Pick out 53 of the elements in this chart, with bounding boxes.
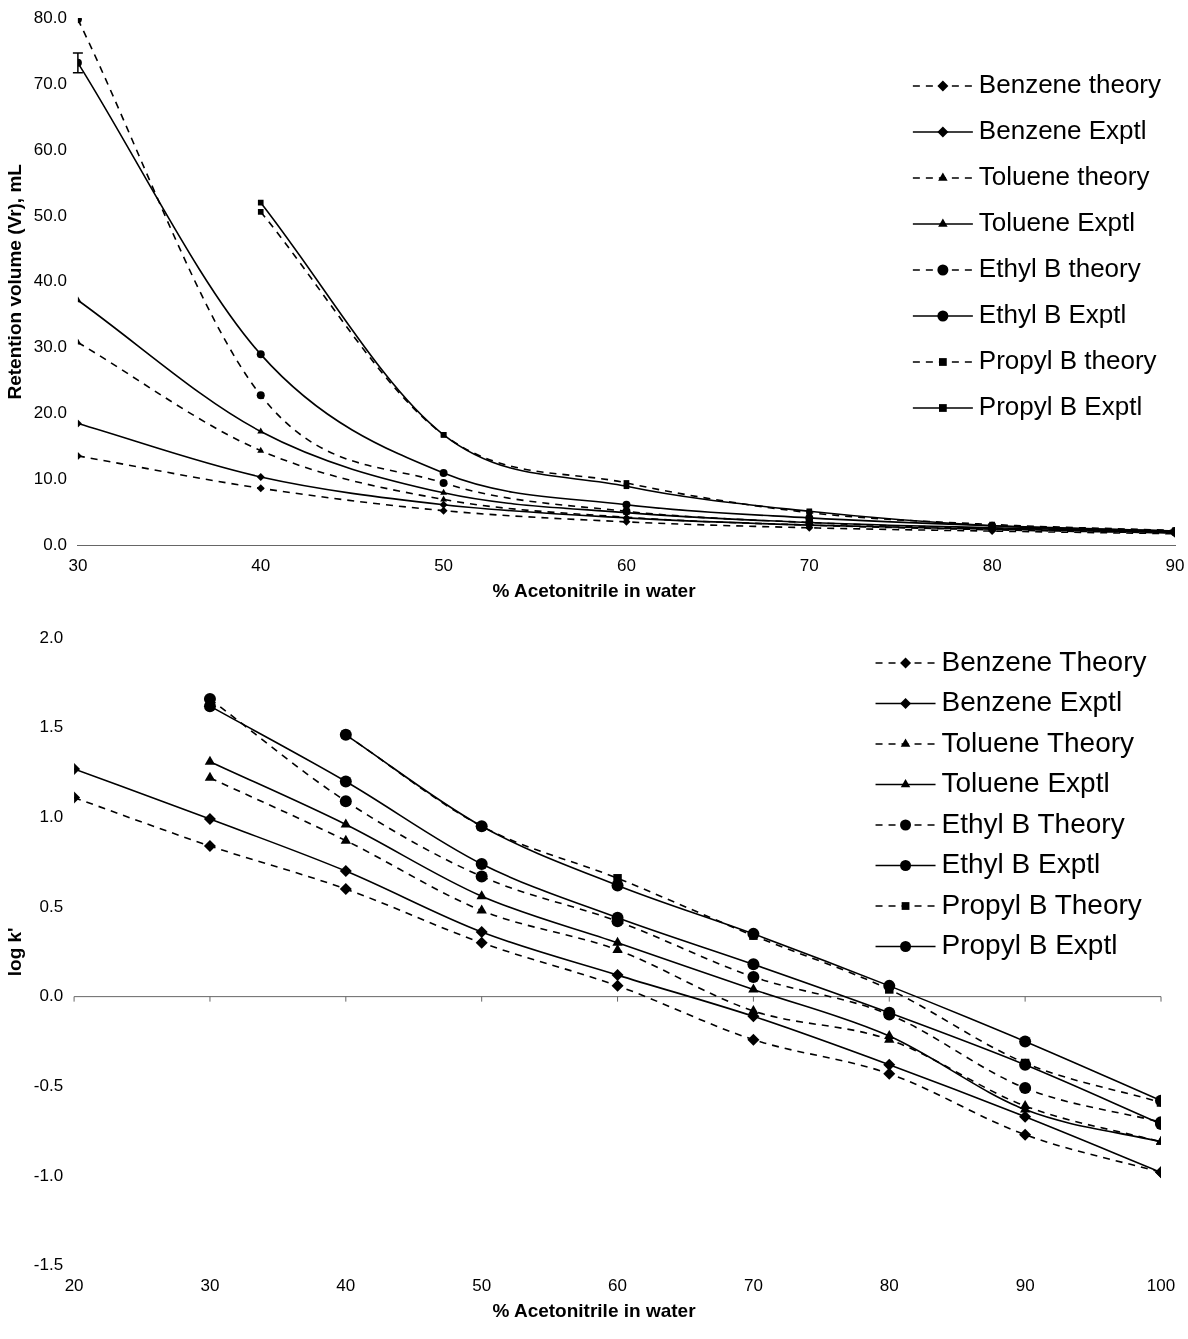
legend-label: Propyl B Exptl <box>978 391 1143 422</box>
x-tick-label: 30 <box>200 1276 220 1296</box>
y-tick-label: 50.0 <box>33 205 67 225</box>
x-tick-label: 80 <box>879 1276 899 1296</box>
x-tick-label: 100 <box>1146 1276 1176 1296</box>
y-tick-label: 1.5 <box>39 717 64 737</box>
x-tick-label: 60 <box>616 556 636 576</box>
legend-label: Ethyl B Theory <box>941 807 1125 839</box>
legend-label: Ethyl B Exptl <box>978 299 1127 330</box>
y-tick-label: -1.0 <box>33 1165 64 1185</box>
x-tick-label: 90 <box>1165 556 1185 576</box>
x-tick-label: 40 <box>251 556 271 576</box>
x-tick-label: 30 <box>68 556 88 576</box>
legend-label: Ethyl B Exptl <box>941 848 1101 880</box>
y-tick-label: 0.0 <box>39 986 64 1006</box>
legend-label: Toluene Exptl <box>941 767 1110 799</box>
x-tick-label: 70 <box>743 1276 763 1296</box>
x-tick-label: 40 <box>336 1276 356 1296</box>
legend-label: Propyl B Exptl <box>941 929 1118 961</box>
legend-label: Toluene Exptl <box>978 207 1135 238</box>
x-tick-label: 20 <box>64 1276 84 1296</box>
y-tick-label: 60.0 <box>33 139 67 159</box>
x-tick-label: 50 <box>434 556 454 576</box>
y-tick-label: 0.5 <box>39 896 64 916</box>
legend-label: Propyl B Theory <box>941 888 1142 920</box>
y-tick-label: -0.5 <box>33 1075 64 1095</box>
x-tick-label: 80 <box>982 556 1002 576</box>
y-tick-label: 40.0 <box>33 271 67 291</box>
x-tick-label: 60 <box>608 1276 628 1296</box>
x-axis-title: % Acetonitrile in water <box>491 1300 697 1323</box>
legend-label: Benzene theory <box>978 69 1162 100</box>
legend-label: Ethyl B theory <box>978 253 1141 284</box>
y-tick-label: 30.0 <box>33 337 67 357</box>
y-tick-label: -1.5 <box>33 1255 64 1275</box>
legend-label: Toluene theory <box>978 161 1150 192</box>
legend-label: Toluene Theory <box>941 726 1135 758</box>
y-tick-label: 10.0 <box>33 469 67 489</box>
y-axis-title: Retention volume (Vr), mL <box>3 163 25 400</box>
y-tick-label: 2.0 <box>39 627 64 647</box>
y-tick-label: 70.0 <box>33 73 67 93</box>
x-axis-title: % Acetonitrile in water <box>491 580 697 603</box>
y-tick-label: 0.0 <box>43 535 67 555</box>
legend-label: Benzene Exptl <box>941 686 1123 718</box>
x-tick-label: 70 <box>799 556 819 576</box>
legend-label: Propyl B theory <box>978 345 1157 376</box>
y-tick-label: 20.0 <box>33 403 67 423</box>
legend-label: Benzene Exptl <box>978 115 1147 146</box>
legend-label: Benzene Theory <box>941 645 1147 677</box>
y-tick-label: 80.0 <box>33 7 67 27</box>
x-tick-label: 90 <box>1015 1276 1035 1296</box>
y-tick-label: 1.0 <box>39 807 64 826</box>
y-axis-title: log k' <box>3 927 25 977</box>
x-tick-label: 50 <box>472 1276 492 1296</box>
